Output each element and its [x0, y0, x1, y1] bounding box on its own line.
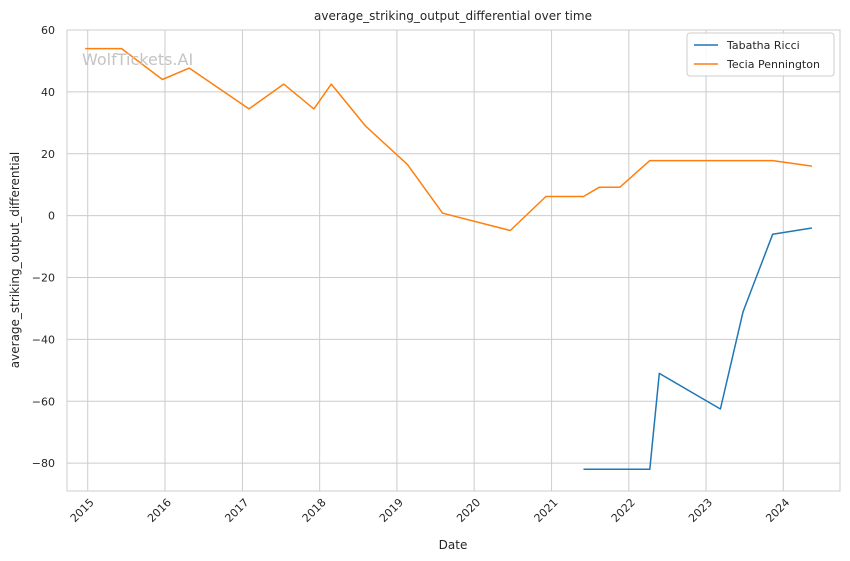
y-tick-label: 60 — [41, 24, 55, 37]
series-lines — [85, 47, 813, 471]
x-axis-title: Date — [439, 538, 468, 552]
y-tick-label: −80 — [32, 457, 55, 470]
y-tick-label: −60 — [32, 395, 55, 408]
legend: Tabatha Ricci Tecia Pennington — [686, 32, 835, 77]
x-tick-label: 2020 — [454, 496, 483, 525]
x-tick-label: 2022 — [609, 496, 638, 525]
y-tick-label: 40 — [41, 86, 55, 99]
y-tick-labels: 60 40 20 0 −20 −40 −60 −80 — [32, 24, 55, 470]
x-tick-labels: 2015 2016 2017 2018 2019 2020 2021 2022 2023 2024 — [68, 496, 793, 525]
series-line-tabatha-ricci — [583, 227, 813, 471]
watermark: WolfTickets.AI — [82, 50, 193, 69]
y-tick-label: 0 — [48, 210, 55, 223]
plot-frame — [66, 29, 841, 492]
legend-label-tecia-pennington: Tecia Pennington — [726, 58, 820, 71]
grid — [67, 29, 840, 491]
series-line-tecia-pennington — [85, 47, 813, 232]
x-tick-label: 2023 — [686, 496, 715, 525]
y-tick-label: −40 — [32, 333, 55, 346]
y-tick-label: −20 — [32, 272, 55, 285]
x-tick-label: 2015 — [68, 496, 97, 525]
x-tick-label: 2019 — [377, 496, 406, 525]
x-tick-label: 2017 — [222, 496, 251, 525]
chart-title: average_striking_output_differential ove… — [314, 9, 592, 23]
x-tick-label: 2018 — [300, 496, 329, 525]
x-tick-label: 2024 — [763, 496, 792, 525]
x-tick-label: 2016 — [145, 496, 174, 525]
legend-box — [686, 32, 835, 77]
legend-label-tabatha-ricci: Tabatha Ricci — [726, 39, 800, 52]
y-axis-title: average_striking_output_differential — [8, 152, 22, 368]
x-tick-label: 2021 — [532, 496, 561, 525]
y-tick-label: 20 — [41, 148, 55, 161]
